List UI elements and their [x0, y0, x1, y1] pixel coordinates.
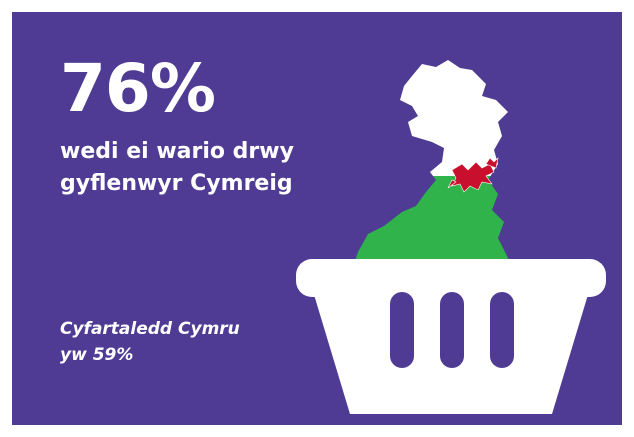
stat-caption-line1: wedi ei wario drwy — [60, 139, 294, 164]
stat-caption: wedi ei wario drwy gyflenwyr Cymreig — [60, 136, 360, 200]
shopping-basket-icon — [296, 259, 606, 414]
stat-percent: 76% — [60, 50, 216, 127]
infographic-card: 76% wedi ei wario drwy gyflenwyr Cymreig… — [12, 12, 622, 425]
basket-slot-middle — [440, 292, 464, 368]
basket-slot-left — [390, 292, 414, 368]
wales-average-note: Cyfartaledd Cymru yw 59% — [60, 316, 240, 368]
average-note-line2: yw 59% — [60, 345, 134, 365]
stat-caption-line2: gyflenwyr Cymreig — [60, 171, 293, 196]
basket-slot-right — [490, 292, 514, 368]
welsh-dragon-icon — [447, 157, 499, 193]
average-note-line1: Cyfartaledd Cymru — [60, 319, 240, 339]
wales-basket-illustration — [296, 60, 606, 414]
